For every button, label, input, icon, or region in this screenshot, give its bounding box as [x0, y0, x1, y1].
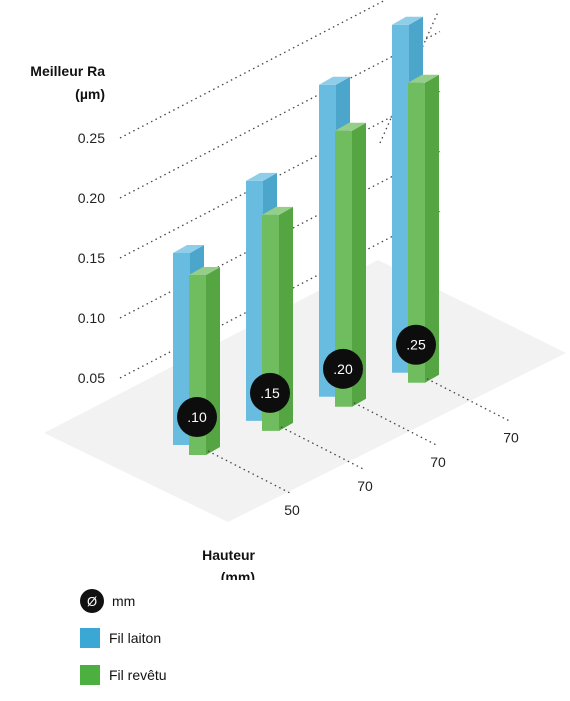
depth-guide-line	[280, 426, 364, 470]
diameter-label: .15	[260, 385, 280, 401]
height-label: 70	[430, 454, 446, 470]
diameter-badge	[250, 372, 290, 413]
bar-group: .10	[173, 245, 220, 455]
y-tick-label: 0.15	[78, 250, 105, 266]
legend-label-coated: Fil revêtu	[109, 667, 167, 683]
y-gridline	[119, 91, 441, 259]
bar-chart-3d: Meilleur Ra (µm) 0.05 0.10 0.15 0.20 0.25 .1…	[30, 0, 566, 580]
y-gridline	[119, 31, 441, 199]
diameter-badge	[177, 397, 217, 437]
depth-guide-line	[426, 378, 510, 422]
bar-group: .25	[392, 16, 439, 383]
bar-group: .20	[319, 76, 366, 407]
diameter-badge	[396, 324, 436, 365]
chart-legend: Ø mm Fil laiton Fil revêtu	[80, 589, 167, 701]
legend-swatch-coated	[80, 665, 100, 685]
diameter-label: .25	[406, 337, 426, 353]
height-label: 50	[284, 502, 300, 518]
y-tick-label: 0.20	[78, 190, 105, 206]
legend-item-brass: Fil laiton	[80, 627, 167, 649]
legend-label-brass: Fil laiton	[109, 630, 162, 646]
height-label: 70	[357, 478, 373, 494]
y-tick-label: 0.25	[78, 130, 105, 146]
bar-coated	[408, 74, 439, 383]
bar-coated	[335, 122, 366, 407]
legend-item-coated: Fil revêtu	[80, 664, 167, 686]
y-tick-label: 0.05	[78, 370, 105, 386]
y-gridline	[119, 0, 387, 139]
legend-swatch-brass	[80, 628, 100, 648]
depth-guide-line	[353, 402, 437, 446]
y-tick-label: 0.10	[78, 310, 105, 326]
diameter-badge	[323, 348, 363, 389]
y-axis-title-line2: (µm)	[75, 86, 105, 102]
diameter-label: .20	[333, 361, 353, 377]
chart-floor	[44, 260, 566, 522]
height-label: 70	[503, 430, 519, 446]
x-axis-title-line2: (mm)	[221, 569, 255, 580]
diameter-label: .10	[187, 409, 207, 425]
bar-group: .15	[246, 172, 293, 431]
y-axis-title-line1: Meilleur Ra	[30, 63, 105, 79]
x-axis-title-line1: Hauteur	[202, 547, 255, 563]
diameter-icon: Ø	[80, 589, 104, 613]
legend-item-diameter: Ø mm	[80, 589, 167, 613]
legend-label-diameter: mm	[112, 593, 136, 609]
depth-guide-line	[207, 450, 291, 494]
